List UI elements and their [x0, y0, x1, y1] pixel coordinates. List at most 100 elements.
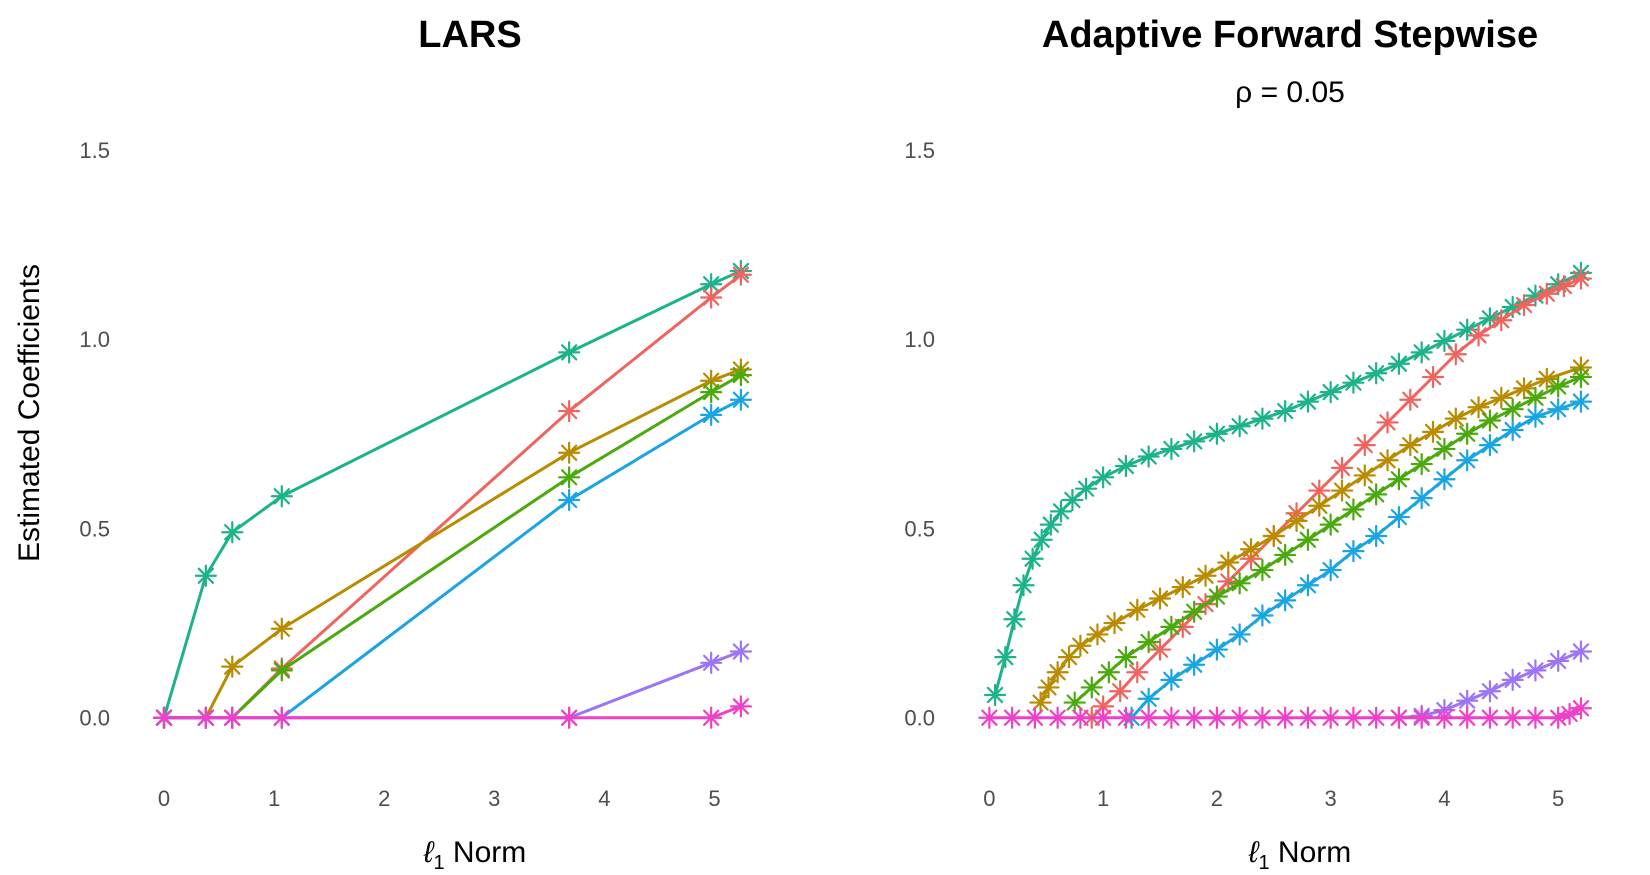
point-magenta [152, 706, 176, 729]
point-olive [1046, 661, 1069, 684]
point-teal [1342, 371, 1365, 394]
point-magenta [1274, 706, 1297, 729]
series-olive [152, 358, 752, 729]
point-olive [700, 369, 723, 392]
afs-xlabel-rest: Norm [1269, 836, 1352, 869]
point-green [1319, 513, 1342, 536]
point-blue [1433, 468, 1456, 491]
point-magenta [1228, 706, 1251, 729]
point-red [1535, 282, 1558, 305]
x-tick-label: 3 [1325, 786, 1337, 811]
point-olive [1126, 598, 1149, 621]
point-blue [1274, 589, 1297, 612]
point-magenta [1296, 706, 1320, 729]
point-magenta [1001, 706, 1024, 729]
point-green [1097, 661, 1120, 684]
point-red [1444, 343, 1467, 366]
point-green [700, 381, 723, 404]
point-green [1524, 386, 1547, 409]
point-green [1365, 483, 1388, 506]
point-magenta [978, 706, 1001, 729]
point-green [1296, 528, 1320, 551]
point-blue [1456, 449, 1479, 472]
point-teal [194, 564, 217, 587]
x-tick-label: 1 [268, 786, 280, 811]
point-olive [1262, 524, 1285, 548]
point-red [729, 263, 752, 286]
point-teal [1228, 415, 1251, 438]
point-teal [221, 521, 244, 544]
point-blue [1228, 623, 1251, 646]
point-olive [1103, 611, 1126, 635]
afs-x-axis-label: ℓ1 Norm [1170, 836, 1430, 875]
series-blue [152, 388, 752, 729]
y-tick-label: 0.0 [79, 706, 110, 731]
x-tick-label: 2 [378, 786, 390, 811]
afs-plot: 0.0 0.5 1.0 1.5 0 1 2 3 4 5 [904, 138, 1593, 811]
point-teal [1296, 390, 1320, 413]
y-tick-label: 0.5 [79, 516, 110, 541]
point-olive [1330, 479, 1354, 502]
point-purple [700, 651, 723, 674]
series-line-magenta [164, 704, 742, 720]
series-red [1080, 267, 1593, 729]
point-olive [1069, 634, 1092, 657]
point-purple [729, 640, 752, 663]
afs-xlabel-sub: 1 [1258, 852, 1270, 874]
point-olive [1285, 509, 1308, 532]
series-line-green [164, 373, 742, 720]
series-green [152, 364, 752, 729]
point-teal [1160, 437, 1183, 461]
point-teal [1433, 329, 1456, 353]
point-magenta [1114, 706, 1137, 729]
afs-xlabel-main: ℓ [1248, 836, 1259, 869]
point-red [1490, 309, 1513, 332]
point-magenta [270, 706, 293, 729]
point-magenta [1092, 706, 1115, 729]
point-teal [1061, 488, 1084, 512]
point-magenta [1524, 706, 1547, 729]
point-teal [1021, 547, 1044, 570]
point-olive [1217, 551, 1240, 574]
point-green [1063, 691, 1086, 714]
lars-plot: 0.0 0.5 1.0 1.5 0 1 2 3 4 5 [79, 138, 752, 811]
point-green [1205, 585, 1228, 608]
y-tick-label: 1.5 [79, 138, 110, 163]
point-blue [1569, 390, 1593, 413]
point-magenta [1319, 706, 1342, 729]
point-red [1148, 638, 1172, 661]
point-blue [1342, 540, 1365, 563]
point-red [1467, 324, 1490, 347]
point-magenta [1205, 706, 1228, 729]
point-red [1512, 293, 1536, 317]
point-magenta [1478, 706, 1502, 729]
series-line-red [1090, 277, 1582, 719]
y-tick-label: 0.5 [904, 516, 935, 541]
point-teal [1030, 528, 1053, 551]
point-olive [270, 617, 293, 640]
point-olive [1399, 434, 1422, 457]
point-magenta [1160, 706, 1183, 729]
series-line-teal [993, 271, 1582, 696]
point-magenta [1365, 706, 1388, 729]
afs-subtitle: ρ = 0.05 [1235, 76, 1345, 109]
point-green [1274, 543, 1297, 567]
point-magenta [1183, 706, 1206, 729]
point-olive [1467, 396, 1490, 419]
point-teal [1183, 430, 1206, 453]
series-line-purple [164, 650, 742, 720]
x-tick-label: 5 [1552, 786, 1564, 811]
x-tick-label: 4 [1438, 786, 1450, 811]
point-green [1251, 558, 1274, 582]
series-green [1063, 365, 1593, 714]
lars-xlabel-sub: 1 [433, 852, 445, 874]
point-magenta [1410, 706, 1433, 729]
point-olive [1086, 623, 1109, 646]
point-red [1353, 434, 1376, 457]
point-teal [1012, 574, 1035, 597]
point-blue [729, 388, 752, 411]
x-tick-label: 2 [1211, 786, 1223, 811]
point-magenta [1387, 706, 1411, 729]
point-blue [558, 488, 581, 512]
point-teal [1092, 466, 1115, 489]
